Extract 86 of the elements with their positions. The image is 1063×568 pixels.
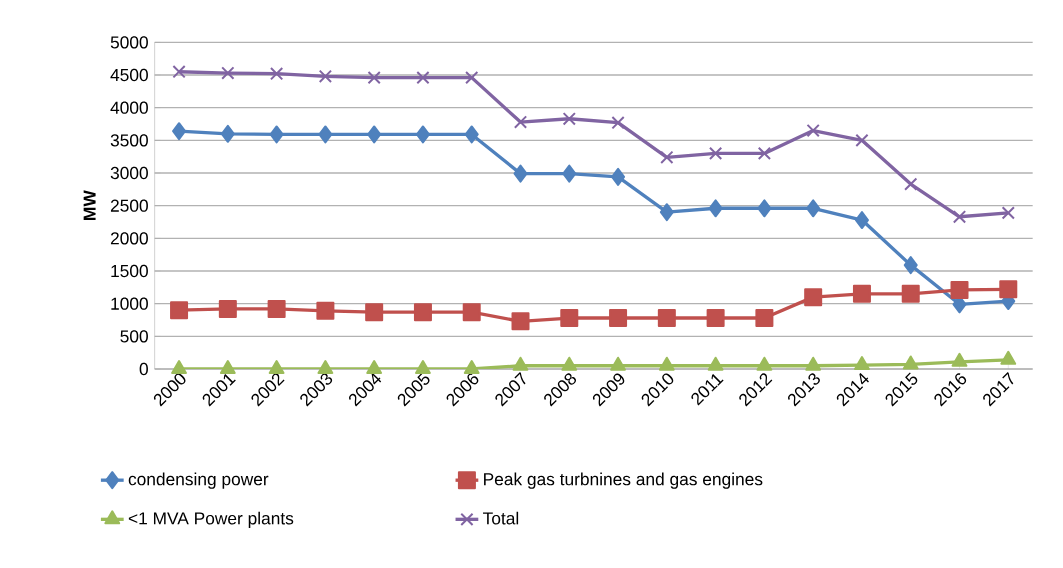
point <box>611 116 625 130</box>
point <box>1001 206 1015 220</box>
y-tick-label: 3500 <box>110 134 148 147</box>
y-tick-label: 0 <box>139 362 148 376</box>
point <box>170 301 189 320</box>
point <box>463 360 480 374</box>
legend-label: Total <box>483 511 519 525</box>
point <box>316 301 335 320</box>
y-tick-label: 3000 <box>110 166 148 180</box>
y-axis-title: MW <box>83 190 96 220</box>
y-tick-label: 4500 <box>110 68 148 82</box>
point <box>657 309 676 328</box>
point <box>951 352 968 367</box>
point <box>560 309 579 328</box>
point <box>660 150 674 164</box>
point <box>367 70 381 85</box>
point <box>707 356 724 371</box>
point <box>513 164 528 183</box>
point <box>852 284 871 303</box>
y-tick-label: 1000 <box>111 297 148 310</box>
point <box>708 146 723 161</box>
point <box>609 309 628 328</box>
point <box>318 69 333 83</box>
point <box>901 284 920 303</box>
point <box>952 210 967 224</box>
point <box>806 123 820 138</box>
point <box>171 360 187 374</box>
legend-label: <1 MVA Power plants <box>128 511 294 528</box>
point <box>268 360 285 374</box>
point <box>219 360 236 374</box>
point <box>904 177 918 191</box>
point <box>415 360 431 374</box>
point <box>462 303 481 322</box>
point <box>903 256 918 275</box>
point <box>366 360 383 374</box>
point <box>757 199 772 218</box>
point <box>854 211 869 230</box>
y-tick-label: 500 <box>120 330 148 343</box>
point <box>511 312 530 331</box>
point <box>610 356 626 371</box>
point <box>611 167 626 186</box>
point <box>218 299 237 318</box>
point <box>318 125 333 144</box>
point <box>999 280 1018 299</box>
point <box>365 303 384 322</box>
y-tick-label: 2000 <box>110 232 148 245</box>
point <box>172 65 186 79</box>
point <box>805 356 822 371</box>
point <box>512 356 529 371</box>
point <box>415 125 430 144</box>
point <box>464 125 479 144</box>
y-tick-label: 4000 <box>110 101 148 114</box>
point <box>172 122 187 141</box>
point <box>806 199 821 218</box>
point <box>416 70 430 85</box>
y-tick-label: 5000 <box>110 36 148 49</box>
point <box>317 360 334 374</box>
point <box>950 280 969 299</box>
point <box>1000 350 1017 365</box>
point <box>708 199 723 218</box>
point <box>659 203 674 222</box>
point <box>513 115 528 129</box>
point <box>706 309 725 328</box>
point <box>413 303 432 322</box>
legend-label: Peak gas turbnines and gas engines <box>484 472 763 489</box>
y-tick-label: 1500 <box>111 264 148 278</box>
point <box>221 66 235 80</box>
point <box>854 356 870 371</box>
point <box>902 355 919 370</box>
point <box>267 299 286 318</box>
point <box>756 356 773 371</box>
point <box>561 356 578 371</box>
point <box>562 164 577 183</box>
point <box>269 67 284 81</box>
point <box>855 133 869 147</box>
point <box>465 70 479 85</box>
point <box>562 112 576 126</box>
point <box>269 125 284 144</box>
point <box>658 356 675 371</box>
point <box>367 125 382 144</box>
point <box>804 288 823 307</box>
point <box>755 309 774 328</box>
point <box>220 124 235 143</box>
point <box>757 146 772 161</box>
legend-label: condensing power <box>128 472 269 489</box>
y-tick-label: 2500 <box>110 199 148 212</box>
